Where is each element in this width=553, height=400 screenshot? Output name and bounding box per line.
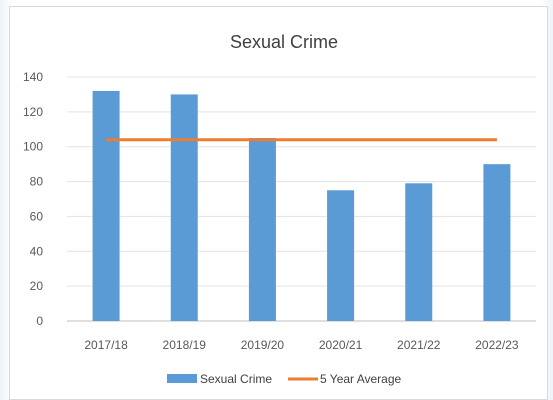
y-tick-label-80: 80 (30, 175, 44, 189)
y-tick-label-40: 40 (30, 244, 44, 258)
y-tick-label-100: 100 (23, 140, 43, 154)
chart-title: Sexual Crime (230, 32, 338, 52)
x-axis-ticks: 2017/18 2018/19 2019/20 2020/21 2021/22 2022/… (84, 338, 519, 352)
bar-2022-23 (483, 164, 511, 321)
bar-2017-18 (92, 90, 120, 321)
bar-2021-22 (405, 183, 433, 321)
legend-label-sexual-crime: Sexual Crime (200, 372, 272, 386)
x-tick-label-2021-22: 2021/22 (397, 338, 441, 352)
bar-2018-19 (170, 94, 198, 321)
gridlines (67, 76, 536, 322)
bar-series (92, 90, 511, 321)
legend: Sexual Crime 5 Year Average (167, 372, 402, 386)
bar-2019-20 (248, 138, 276, 321)
bar-2020-21 (327, 190, 355, 321)
y-tick-label-140: 140 (23, 70, 43, 84)
legend-label-5-year-average: 5 Year Average (320, 372, 402, 386)
y-tick-label-20: 20 (30, 279, 44, 293)
x-tick-label-2017-18: 2017/18 (84, 338, 128, 352)
x-tick-label-2022-23: 2022/23 (475, 338, 519, 352)
x-tick-label-2018-19: 2018/19 (163, 338, 207, 352)
y-tick-label-120: 120 (23, 105, 43, 119)
x-tick-label-2020-21: 2020/21 (319, 338, 363, 352)
y-tick-label-0: 0 (36, 314, 43, 328)
x-tick-label-2019-20: 2019/20 (241, 338, 285, 352)
y-axis-ticks: 0 20 40 60 80 100 120 140 (23, 70, 43, 328)
y-tick-label-60: 60 (30, 209, 44, 223)
legend-swatch-sexual-crime (167, 374, 197, 383)
